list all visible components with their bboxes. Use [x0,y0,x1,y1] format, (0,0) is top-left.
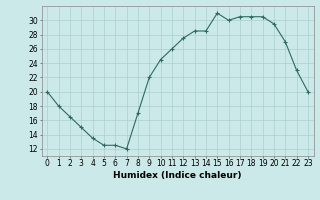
X-axis label: Humidex (Indice chaleur): Humidex (Indice chaleur) [113,171,242,180]
